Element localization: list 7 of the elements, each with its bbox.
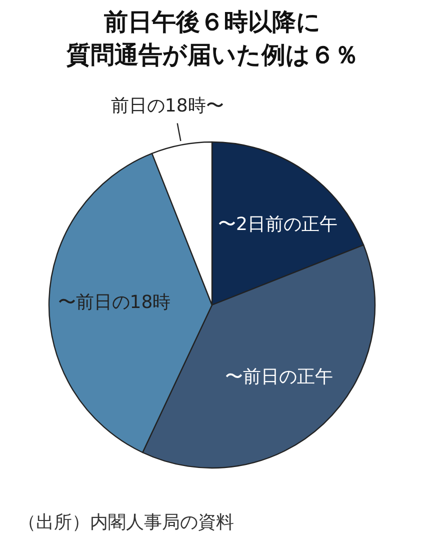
chart-title: 前日午後６時以降に [103,8,321,36]
slice-label: 〜2日前の正午 [218,214,338,236]
text: （出所）内閣人事局の資料 [18,512,234,533]
slice-label: 〜前日の18時 [58,292,171,313]
slice-label: 前日の18時〜 [110,95,224,116]
slice-label: 〜前日の正午 [224,366,333,388]
chart-subtitle: 質問通告が届いた例は６％ [66,41,358,69]
